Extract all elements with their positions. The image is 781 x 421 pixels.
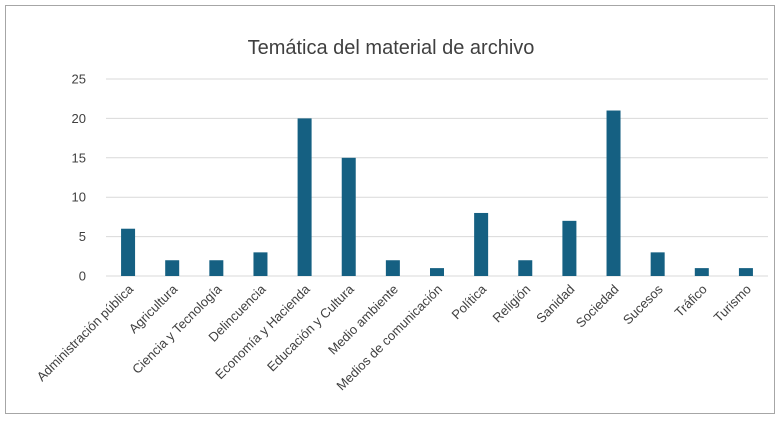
x-tick-label: Religión — [490, 282, 534, 326]
y-tick-label: 25 — [72, 72, 86, 87]
x-axis-labels: Administración públicaAgriculturaCiencia… — [34, 281, 754, 393]
chart-title: Temática del material de archivo — [248, 37, 535, 59]
y-axis-ticks: 0 5 10 15 20 25 — [72, 72, 86, 284]
bar-chart: Temática del material de archivo 0 5 10 15 2… — [34, 37, 768, 393]
x-tick-label: Sociedad — [573, 282, 622, 331]
x-tick-label: Sucesos — [620, 281, 666, 327]
bar — [341, 157, 356, 276]
y-tick-label: 5 — [79, 229, 86, 244]
bar — [518, 260, 533, 276]
bar — [738, 268, 753, 276]
bars — [121, 110, 753, 277]
y-tick-label: 0 — [79, 269, 86, 284]
x-tick-label: Sanidad — [533, 282, 577, 326]
bar — [297, 118, 312, 277]
bar — [562, 220, 577, 276]
y-tick-label: 20 — [72, 111, 86, 126]
chart-frame: Temática del material de archivo 0 5 10 15 2… — [5, 5, 775, 414]
gridlines — [106, 78, 768, 277]
bar — [121, 228, 136, 276]
bar — [209, 260, 224, 276]
bar — [165, 260, 180, 276]
bar — [650, 252, 665, 276]
bar — [606, 110, 621, 277]
x-tick-label: Turismo — [711, 282, 754, 325]
bar — [694, 268, 709, 276]
x-tick-label: Administración pública — [34, 281, 137, 384]
x-tick-label: Tráfico — [672, 282, 710, 320]
bar — [474, 212, 489, 276]
bar — [430, 268, 444, 276]
x-tick-label: Política — [448, 281, 489, 322]
y-tick-label: 10 — [72, 190, 86, 205]
y-tick-label: 15 — [72, 150, 86, 165]
bar — [385, 260, 400, 276]
bar — [253, 252, 268, 276]
